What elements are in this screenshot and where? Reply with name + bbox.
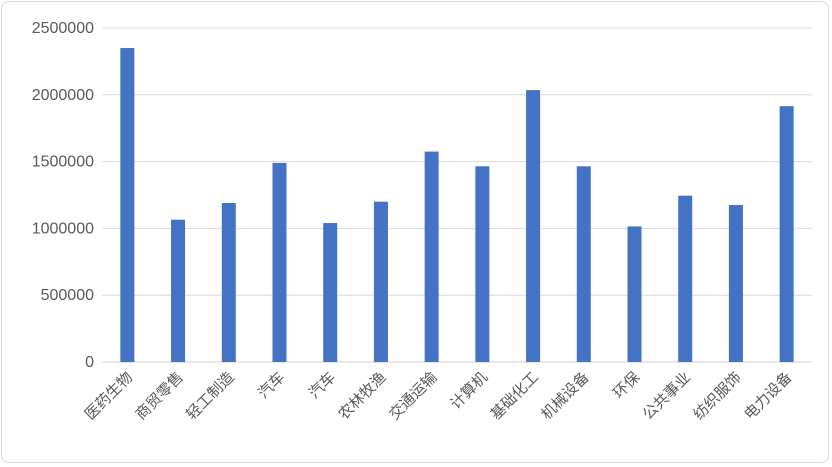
y-tick-label: 500000	[41, 287, 94, 304]
bar	[728, 205, 743, 362]
x-tick-label: 基础化工	[487, 368, 542, 423]
bars	[120, 48, 794, 363]
bar	[373, 201, 388, 362]
y-axis: 0 500000 1000000 1500000 2000000 2500000	[32, 20, 94, 371]
x-tick-label: 汽车	[254, 368, 288, 402]
bar	[424, 151, 439, 362]
bar	[779, 106, 794, 362]
x-tick-label: 农林牧渔	[335, 368, 390, 423]
y-tick-label: 2500000	[32, 20, 94, 37]
x-tick-label: 机械设备	[537, 368, 592, 423]
y-tick-label: 1000000	[32, 220, 94, 237]
x-tick-label: 环保	[609, 368, 643, 402]
bar	[526, 90, 541, 363]
x-tick-label: 公共事业	[639, 368, 694, 423]
y-tick-label: 1500000	[32, 154, 94, 171]
x-tick-label: 医药生物	[81, 368, 136, 423]
x-tick-label: 轻工制造	[182, 368, 237, 423]
bar	[323, 223, 338, 362]
gridlines	[102, 27, 812, 363]
x-tick-label: 交通运输	[385, 368, 440, 423]
y-tick-label: 2000000	[32, 87, 94, 104]
x-tick-label: 纺织服饰	[690, 368, 745, 423]
bar	[272, 162, 287, 362]
bar	[576, 166, 591, 362]
y-tick-label: 0	[85, 354, 94, 371]
x-tick-label: 汽车	[305, 368, 339, 402]
bar	[171, 219, 186, 362]
x-tick-label: 电力设备	[740, 368, 795, 423]
bar	[678, 195, 693, 362]
bar	[475, 166, 490, 362]
bar	[120, 48, 135, 362]
x-tick-label: 计算机	[447, 368, 492, 413]
x-tick-label: 商贸零售	[132, 368, 187, 423]
bar	[627, 226, 642, 362]
bar	[221, 203, 236, 362]
